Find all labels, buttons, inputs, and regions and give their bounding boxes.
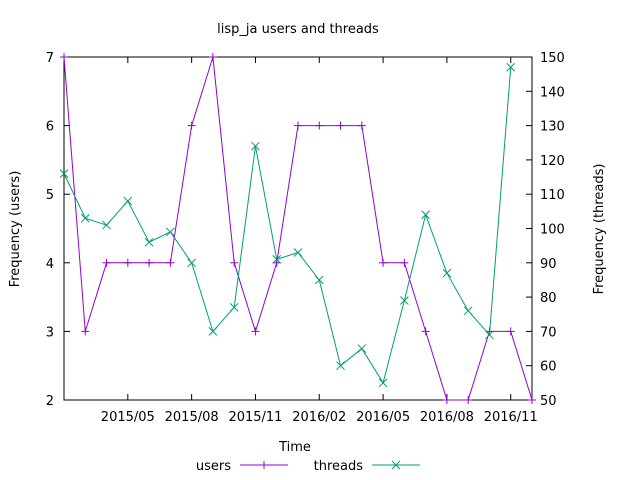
- series-users-point: [166, 258, 175, 267]
- legend-label-users: users: [196, 459, 231, 474]
- series-users-point: [102, 258, 111, 267]
- series-threads-point: [293, 248, 303, 257]
- y-right-tick-label: 70: [540, 325, 557, 340]
- series-threads-point: [166, 227, 175, 237]
- series-threads-line: [63, 67, 512, 385]
- y-right-tick-label: 50: [540, 394, 557, 409]
- series-threads-point: [80, 213, 90, 223]
- x-tick-label: 2016/05: [356, 410, 410, 425]
- series-users-point: [251, 327, 260, 336]
- y-axis-left-label: Frequency (users): [8, 171, 23, 288]
- series-threads-point: [208, 327, 218, 336]
- series-users-point: [336, 121, 345, 130]
- series-users-point: [145, 258, 154, 267]
- legend-marker-users: [260, 461, 268, 469]
- series-threads-point: [102, 220, 111, 230]
- series-users-point: [506, 327, 515, 336]
- series-threads-point: [272, 255, 282, 264]
- series-users-point: [208, 53, 217, 61]
- series-threads: [59, 62, 516, 388]
- series-threads-point: [314, 275, 324, 285]
- series-threads-point: [442, 268, 452, 278]
- series-users-point: [315, 121, 324, 130]
- series-threads-point: [506, 62, 516, 72]
- series-users-point: [187, 121, 196, 130]
- y-right-tick-label: 140: [540, 85, 565, 100]
- y-right-tick-label: 110: [540, 188, 565, 203]
- series-threads-point: [144, 237, 154, 247]
- x-axis-label: Time: [278, 440, 311, 455]
- x-tick-label: 2015/08: [165, 410, 219, 425]
- y-right-tick-label: 150: [540, 51, 565, 66]
- y-right-tick-label: 100: [540, 223, 565, 238]
- y-left-tick-label: 5: [46, 188, 54, 203]
- series-users-point: [379, 258, 388, 267]
- series-threads-point: [229, 303, 239, 312]
- series-users: [60, 53, 536, 404]
- y-left-tick-label: 4: [46, 257, 54, 272]
- y-axis-left-ticks: 2 3 4 5 6 7: [46, 51, 70, 409]
- series-threads-point: [187, 258, 196, 268]
- y-right-tick-label: 60: [540, 360, 557, 375]
- series-users-point: [464, 396, 473, 404]
- y-left-tick-label: 2: [46, 394, 54, 409]
- series-users-point: [60, 53, 68, 61]
- y-left-tick-label: 3: [46, 325, 54, 340]
- series-users-point: [528, 396, 536, 404]
- y-right-tick-label: 130: [540, 120, 565, 135]
- chart-title: lisp_ja users and threads: [217, 22, 379, 37]
- series-threads-point: [421, 210, 430, 220]
- legend: users threads: [196, 459, 420, 474]
- y-right-tick-label: 120: [540, 154, 565, 169]
- series-threads-point: [400, 296, 409, 305]
- series-users-point: [294, 121, 302, 130]
- y-right-tick-label: 90: [540, 257, 557, 272]
- series-threads-point: [336, 361, 345, 371]
- series-users-point: [230, 258, 239, 267]
- y-right-tick-label: 80: [540, 291, 557, 306]
- legend-label-threads: threads: [314, 459, 364, 474]
- y-left-tick-label: 6: [46, 120, 54, 135]
- y-axis-right-label: Frequency (threads): [592, 164, 607, 295]
- plot-frame: [63, 56, 533, 401]
- series-threads-point: [378, 378, 388, 388]
- series-users-point: [123, 258, 132, 267]
- x-tick-label: 2015/11: [228, 410, 282, 425]
- series-users-point: [421, 327, 430, 336]
- x-axis-ticks: 2015/05 2015/08 2015/11 2016/02 2016/05 2016/…: [101, 57, 538, 425]
- series-layer: [59, 53, 536, 404]
- series-threads-point: [485, 330, 494, 340]
- x-tick-label: 2016/02: [292, 410, 346, 425]
- series-threads-point: [251, 141, 260, 151]
- x-tick-label: 2016/08: [420, 410, 474, 425]
- series-users-point: [81, 327, 90, 336]
- series-users-point: [442, 396, 451, 404]
- series-threads-point: [123, 196, 133, 206]
- x-tick-label: 2015/05: [101, 410, 155, 425]
- series-users-point: [272, 258, 281, 267]
- y-left-tick-label: 7: [46, 51, 54, 66]
- series-threads-point: [463, 306, 473, 316]
- x-tick-label: 2016/11: [484, 410, 538, 425]
- legend-marker-threads: [391, 460, 401, 470]
- series-users-point: [400, 258, 409, 267]
- series-threads-point: [59, 169, 69, 178]
- series-users-line: [63, 56, 533, 401]
- y-axis-right-ticks: 50 60 70 80 90 100 110 120 130 140 150: [526, 51, 565, 409]
- series-users-point: [357, 121, 366, 130]
- series-threads-point: [357, 344, 367, 353]
